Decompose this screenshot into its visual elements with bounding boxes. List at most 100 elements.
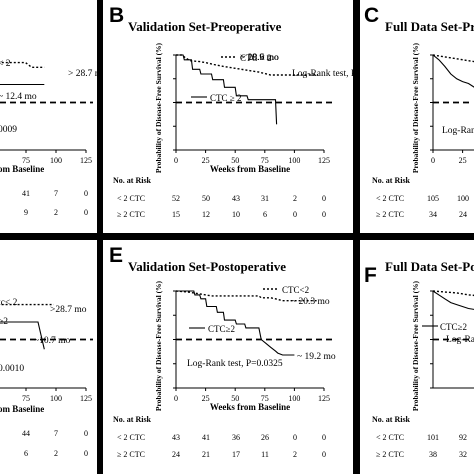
x-tick-label: 0 bbox=[431, 156, 435, 165]
risk-cell: 2 bbox=[54, 449, 58, 458]
annotation-text: ~ 19.2 mo bbox=[297, 352, 336, 362]
annotation-text: ~ 12.4 mo bbox=[0, 92, 37, 102]
risk-cell: 36 bbox=[232, 433, 240, 442]
x-tick-label: 50 bbox=[231, 394, 239, 403]
y-axis-label: Probability of Disease-Free Survival (%) bbox=[411, 280, 420, 411]
panel-e: 0 25 50 75 100 125 Probability of Disease-Free… bbox=[103, 240, 353, 474]
risk-cell: 0 bbox=[84, 449, 88, 458]
panel-f-svg: Probability of Disease-Free Survival (%)… bbox=[372, 280, 474, 459]
panel-c-title: Full Data Set-Preo bbox=[385, 19, 474, 34]
x-tick-label: 0 bbox=[174, 156, 178, 165]
panel-c-svg: 0 25 Probability of Disease-Free Survival … bbox=[372, 42, 474, 219]
x-tick-label: 75 bbox=[22, 394, 30, 403]
panel-b-title: Validation Set-Preoperative bbox=[128, 19, 282, 34]
x-axis-label: Weeks from Baseline bbox=[210, 402, 290, 412]
legend-label: CTC≥2 bbox=[208, 324, 235, 334]
panel-d: 75 100 125 om Baseline >28.7 mo ~10.7 mo tc< 2… bbox=[0, 240, 97, 474]
risk-cell: 7 bbox=[54, 429, 58, 438]
risk-cell: 44 bbox=[22, 429, 30, 438]
x-tick-label: 75 bbox=[261, 394, 269, 403]
x-tick-label: 100 bbox=[50, 394, 62, 403]
risk-row-label: < 2 CTC bbox=[376, 194, 404, 203]
risk-cell: 52 bbox=[172, 194, 180, 203]
y-axis-label: Probability of Disease-Free Survival (%) bbox=[154, 42, 163, 173]
risk-table-title: No. at Risk bbox=[113, 415, 152, 424]
risk-row-label: ≥ 2 CTC bbox=[376, 450, 404, 459]
risk-cell: 6 bbox=[24, 449, 28, 458]
panel-c-label: C bbox=[364, 4, 380, 27]
legend-label: CTC < 2 bbox=[240, 53, 272, 63]
annotation-text: > 28.7 mo bbox=[68, 69, 97, 79]
risk-cell: 12 bbox=[202, 210, 210, 219]
x-tick-label: 75 bbox=[261, 156, 269, 165]
risk-cell: 0 bbox=[293, 210, 297, 219]
x-tick-label: 50 bbox=[231, 156, 239, 165]
risk-cell: 9 bbox=[24, 208, 28, 217]
x-tick-label: 100 bbox=[50, 156, 62, 165]
annotation-text: Log-Rank test, P=0.0136 bbox=[292, 69, 353, 79]
annotation-text: 0009 bbox=[0, 125, 17, 135]
risk-table-title: No. at Risk bbox=[113, 176, 152, 185]
panel-e-label: E bbox=[109, 244, 124, 267]
annotation-text: ≥2 bbox=[0, 317, 8, 327]
y-axis-label: Probability of Disease-Free Survival (%) bbox=[411, 42, 420, 173]
risk-row-label: < 2 CTC bbox=[117, 194, 145, 203]
km-curve-ctc-high bbox=[176, 290, 295, 356]
x-tick-label: 125 bbox=[318, 394, 330, 403]
km-curve-ctc-high bbox=[176, 54, 278, 125]
risk-cell: 0 bbox=[322, 210, 326, 219]
risk-cell: 26 bbox=[261, 433, 269, 442]
risk-cell: 38 bbox=[429, 450, 437, 459]
risk-row-label: ≥ 2 CTC bbox=[117, 210, 145, 219]
risk-cell: 7 bbox=[54, 189, 58, 198]
panel-e-svg: 0 25 50 75 100 125 Probability of Disease-Free… bbox=[113, 280, 336, 459]
legend-label: CTC≥2 bbox=[440, 322, 467, 332]
risk-cell: 0 bbox=[84, 429, 88, 438]
x-tick-label: 125 bbox=[80, 156, 92, 165]
panel-a: 75 100 125 om Baseline > 28.7 mo ~ 12.4 mo < 2… bbox=[0, 0, 97, 233]
risk-row-label: ≥ 2 CTC bbox=[376, 210, 404, 219]
annotation-text: ~10.7 mo bbox=[34, 336, 71, 346]
risk-cell: 34 bbox=[429, 210, 437, 219]
km-curve-ctc-high bbox=[432, 54, 474, 88]
risk-cell: 41 bbox=[22, 189, 30, 198]
legend-label: CTC<2 bbox=[282, 285, 309, 295]
x-tick-label: 100 bbox=[288, 394, 300, 403]
annotation-text: < 2 bbox=[0, 59, 11, 69]
risk-cell: 43 bbox=[172, 433, 180, 442]
annotation-text: >28.7 mo bbox=[50, 305, 87, 315]
risk-cell: 11 bbox=[261, 450, 269, 459]
risk-cell: 0 bbox=[322, 433, 326, 442]
x-tick-label: 0 bbox=[174, 394, 178, 403]
risk-cell: 2 bbox=[293, 450, 297, 459]
x-tick-label: 25 bbox=[459, 156, 467, 165]
x-tick-label: 25 bbox=[202, 394, 210, 403]
x-axis-label: om Baseline bbox=[0, 164, 44, 174]
risk-cell: 24 bbox=[459, 210, 467, 219]
annotation-text: Log-Ran bbox=[442, 126, 474, 136]
risk-cell: 15 bbox=[172, 210, 180, 219]
annotation-text: > 28.6 mo bbox=[240, 53, 279, 63]
x-tick-label: 125 bbox=[80, 394, 92, 403]
risk-cell: 92 bbox=[459, 433, 467, 442]
panel-e-title: Validation Set-Postoperative bbox=[128, 259, 287, 274]
annotation-text: ~ 19.9 mo bbox=[240, 53, 279, 63]
annotation-text: tc< 2 bbox=[0, 298, 18, 308]
panel-f-label: F bbox=[364, 264, 377, 287]
risk-table-title: No. at Risk bbox=[372, 176, 411, 185]
risk-cell: 0 bbox=[84, 208, 88, 217]
x-axis-label: om Baseline bbox=[0, 404, 44, 414]
panel-f-title: Full Data Set-Postc bbox=[385, 259, 474, 274]
km-curve-ctc-low bbox=[432, 54, 474, 63]
risk-row-label: < 2 CTC bbox=[117, 433, 145, 442]
risk-cell: 2 bbox=[54, 208, 58, 217]
risk-cell: 101 bbox=[427, 433, 439, 442]
risk-cell: 50 bbox=[202, 194, 210, 203]
x-axis-label: Weeks from Baseline bbox=[210, 164, 290, 174]
annotation-text: 0.0010 bbox=[0, 364, 24, 374]
panel-b-label: B bbox=[109, 4, 125, 27]
risk-cell: 0 bbox=[322, 450, 326, 459]
risk-cell: 41 bbox=[202, 433, 210, 442]
y-axis-label: Probability of Disease-Free Survival (%) bbox=[154, 280, 163, 411]
risk-row-label: < 2 CTC bbox=[376, 433, 404, 442]
